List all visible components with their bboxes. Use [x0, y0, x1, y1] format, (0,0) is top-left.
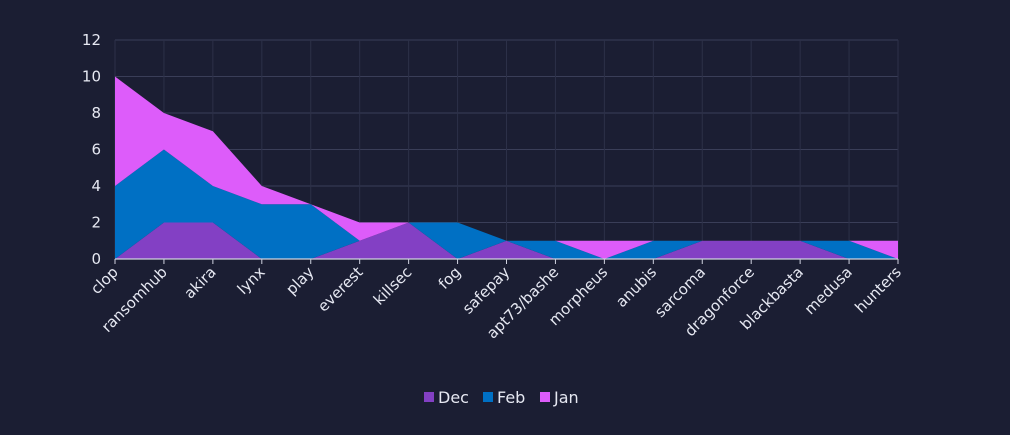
x-tick-label: anubis [612, 263, 660, 311]
y-tick-label: 4 [91, 177, 101, 195]
x-tick-label: lynx [234, 263, 269, 298]
area-feb [115, 149, 898, 259]
y-tick-label: 12 [82, 31, 101, 49]
legend-label-feb: Feb [497, 388, 525, 407]
x-tick-label: hunters [851, 263, 905, 317]
area-series [115, 76, 898, 259]
y-tick-label: 2 [91, 214, 101, 232]
y-tick-label: 10 [82, 68, 101, 86]
legend-swatch-feb [483, 392, 493, 402]
x-tick-label: medusa [801, 263, 856, 318]
y-tick-label: 8 [91, 104, 101, 122]
x-tick-label: fog [435, 263, 465, 293]
y-tick-label: 6 [91, 141, 101, 159]
legend-label-jan: Jan [553, 388, 579, 407]
y-tick-label: 0 [91, 250, 101, 268]
x-tick-label: clop [87, 263, 122, 298]
x-tick-label: killsec [370, 263, 416, 309]
area-dec [115, 222, 898, 259]
legend: Dec Feb Jan [424, 388, 579, 407]
x-tick-label: play [282, 263, 317, 298]
legend-label-dec: Dec [438, 388, 469, 407]
x-tick-label: everest [314, 263, 366, 315]
legend-swatch-dec [424, 392, 434, 402]
x-tick-label: akira [181, 263, 220, 302]
legend-swatch-jan [540, 392, 550, 402]
